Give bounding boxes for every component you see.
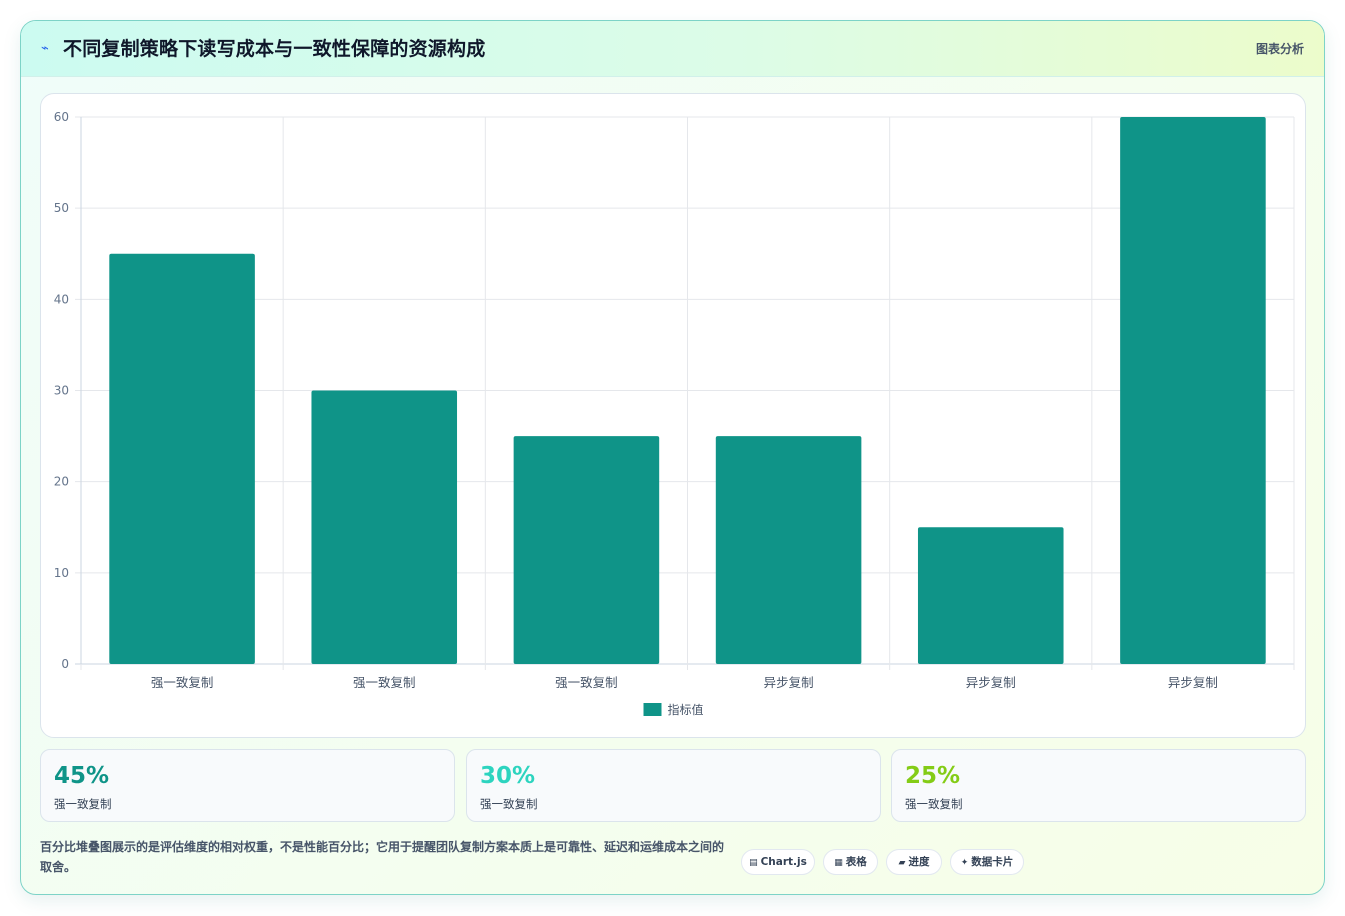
bar-chart: 0 10 20 30 40 50 60 强一致复制 强一致复制 强一致复制 异步复制 异步复制 异步复制…: [54, 110, 1295, 717]
y-tick-label: 50: [54, 201, 69, 215]
pill-data-card[interactable]: ✦ 数据卡片: [950, 849, 1024, 875]
pill-label: Chart.js: [760, 856, 807, 868]
bar: [109, 253, 255, 664]
pill-progress[interactable]: ▰ 进度: [886, 849, 942, 875]
progress-icon: ▰: [898, 858, 906, 868]
card-title: 不同复制策略下读写成本与一致性保障的资源构成: [63, 38, 486, 60]
y-tick-label: 60: [54, 110, 69, 124]
bar: [513, 436, 660, 664]
kpi-value: 45%: [54, 763, 110, 789]
kpi-label: 强一致复制: [480, 797, 538, 811]
kpi-card-3: 25% 强一致复制: [891, 749, 1306, 822]
kpi-label: 强一致复制: [54, 797, 112, 811]
kpi-card-1: 45% 强一致复制: [40, 749, 455, 822]
chart-analysis-tag: 图表分析: [1255, 42, 1304, 56]
y-tick-label: 20: [54, 475, 69, 489]
bar: [1120, 117, 1266, 664]
y-tick-label: 30: [54, 384, 69, 398]
kpi-value: 30%: [480, 763, 536, 789]
pill-label: 表格: [845, 856, 867, 868]
x-tick-label: 强一致复制: [555, 675, 618, 690]
pill-label: 进度: [908, 856, 930, 868]
chart-panel: 0 10 20 30 40 50 60 强一致复制 强一致复制 强一致复制 异步复制 异步复制 异步复制…: [40, 93, 1306, 738]
pill-table[interactable]: ▦ 表格: [823, 849, 878, 875]
x-tick-label: 异步复制: [1168, 675, 1218, 690]
pill-label: 数据卡片: [971, 856, 1014, 868]
card-header: ⌁ 不同复制策略下读写成本与一致性保障的资源构成 图表分析: [21, 21, 1324, 77]
lightning-icon: ⌁: [41, 41, 49, 56]
x-tick-label: 异步复制: [764, 675, 814, 690]
bar: [311, 390, 458, 664]
y-tick-label: 0: [61, 657, 69, 671]
chart-icon: ▤: [749, 858, 758, 868]
bar: [715, 436, 862, 664]
sparkle-icon: ✦: [960, 858, 969, 868]
kpi-label: 强一致复制: [905, 797, 963, 811]
legend-swatch: [643, 703, 662, 716]
legend-label: 指标值: [668, 702, 704, 717]
x-tick-label: 强一致复制: [353, 675, 416, 690]
kpi-value: 25%: [905, 763, 961, 789]
table-icon: ▦: [834, 858, 843, 868]
x-tick-label: 异步复制: [966, 675, 1016, 690]
footer-note: 百分比堆叠图展示的是评估维度的相对权重，不是性能百分比；它用于提醒团队复制方案本…: [40, 840, 725, 874]
pill-chartjs[interactable]: ▤ Chart.js: [741, 849, 815, 875]
x-tick-label: 强一致复制: [151, 675, 214, 690]
chart-card: ⌁ 不同复制策略下读写成本与一致性保障的资源构成 图表分析 0 10 20 30 40 5…: [20, 20, 1325, 895]
y-tick-label: 40: [54, 292, 69, 306]
y-tick-label: 10: [54, 566, 69, 580]
bar: [917, 527, 1064, 664]
kpi-card-2: 30% 强一致复制: [466, 749, 881, 822]
